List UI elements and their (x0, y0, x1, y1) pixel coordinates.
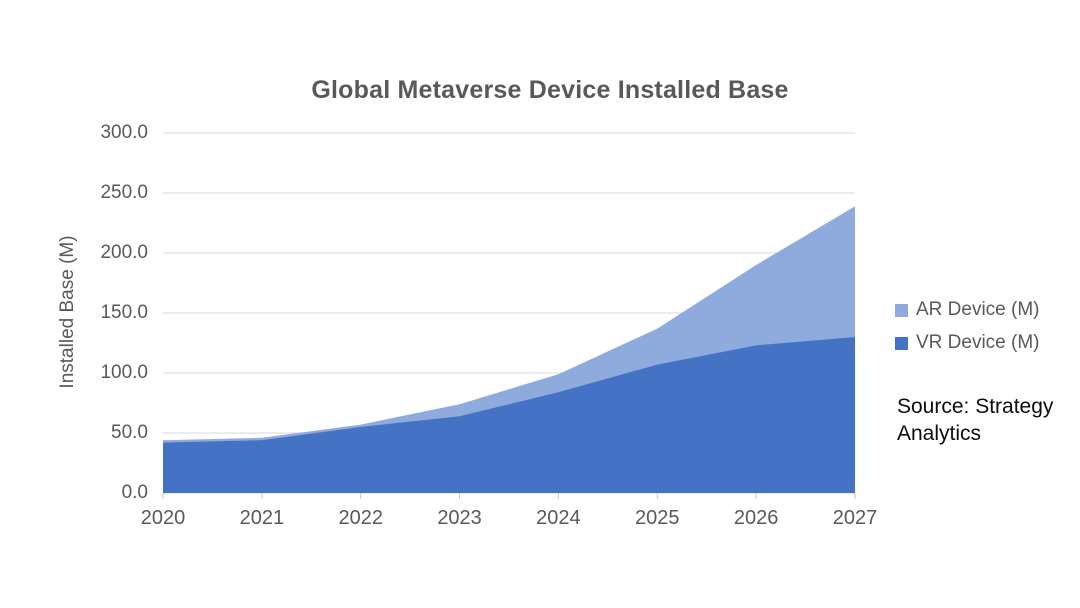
y-axis-title: Installed Base (M) (57, 235, 78, 389)
legend-item-vr: VR Device (M) (895, 332, 1075, 354)
x-axis-tick-label: 2024 (536, 507, 581, 529)
y-axis-tick-label: 50.0 (111, 422, 148, 443)
source-note: Source: Strategy Analytics (897, 395, 1054, 445)
ar-series-swatch-icon (895, 303, 908, 317)
x-axis-tick-label: 2027 (832, 507, 878, 529)
y-axis-tick-label: 100.0 (100, 362, 148, 383)
x-axis-tick-label: 2026 (733, 507, 779, 529)
legend-label-vr: VR Device (M) (916, 332, 1040, 353)
x-axis-tick-label: 2022 (338, 507, 383, 529)
y-axis-tick-label: 200.0 (100, 242, 148, 263)
vr-series-swatch-icon (895, 336, 908, 350)
y-axis-tick-label: 0.0 (121, 482, 148, 503)
x-axis-tick-label: 2021 (239, 507, 285, 529)
area-series-vr (163, 337, 855, 493)
legend: AR Device (M) VR Device (M) (895, 299, 1075, 365)
x-axis-tick-label: 2025 (635, 507, 680, 529)
y-axis-tick-label: 250.0 (100, 182, 148, 203)
y-axis-tick-label: 300.0 (100, 122, 148, 143)
legend-item-ar: AR Device (M) (895, 299, 1075, 321)
y-axis-tick-label: 150.0 (100, 302, 148, 323)
chart-title: Global Metaverse Device Installed Base (311, 76, 789, 104)
legend-label-ar: AR Device (M) (916, 299, 1040, 320)
x-axis-tick-label: 2020 (140, 507, 186, 529)
x-axis-tick-label: 2023 (437, 507, 482, 529)
